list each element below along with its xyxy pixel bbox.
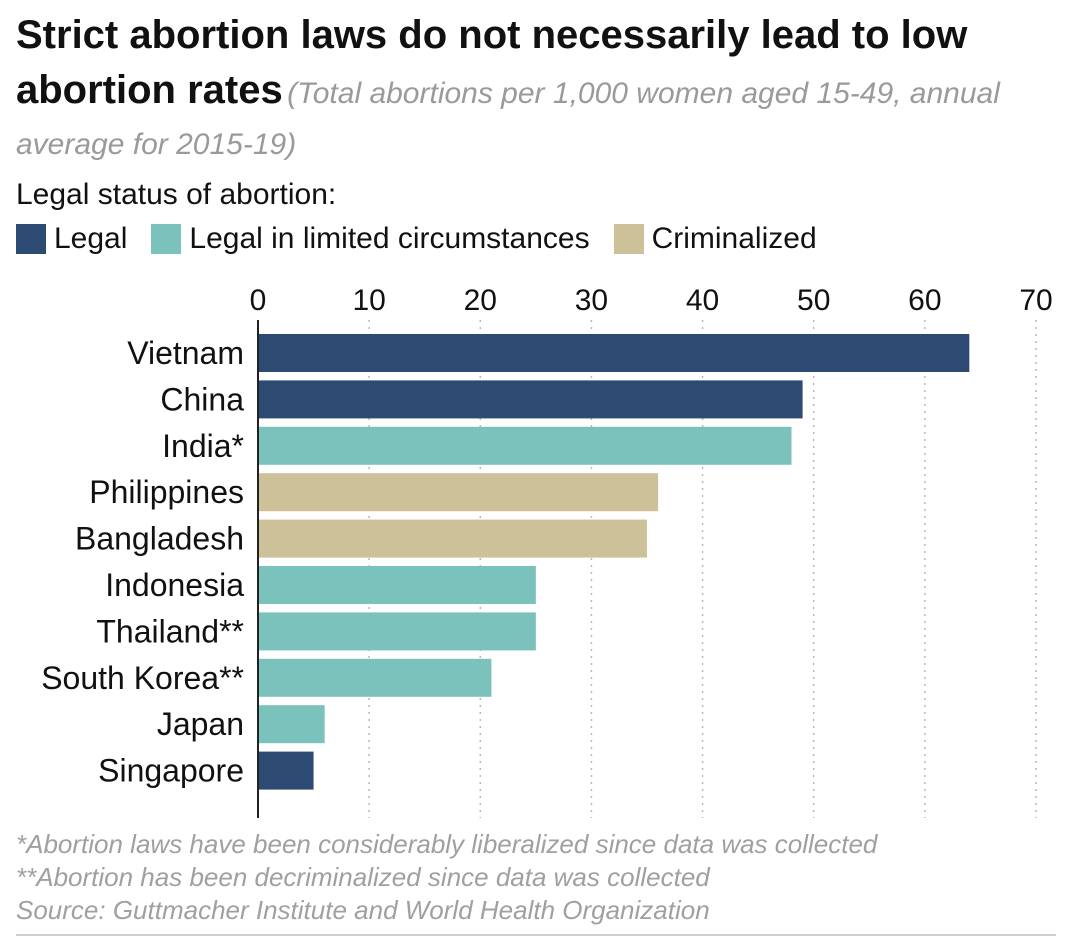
bar-thailand — [258, 612, 536, 651]
bar-chart: 0 10 20 30 40 50 60 70 Vietnam China India* Philipp… — [41, 284, 1053, 818]
legend-swatch-legal — [16, 224, 46, 254]
bar-bangladesh — [258, 519, 647, 558]
footnote-single-asterisk: *Abortion laws have been considerably li… — [16, 829, 878, 859]
chart-title: Strict abortion laws do not necessarily … — [16, 13, 968, 112]
bar-philippines — [258, 473, 659, 512]
bar-singapore — [258, 751, 314, 790]
legend-label-criminalized: Criminalized — [651, 222, 817, 255]
bottom-divider — [16, 934, 1056, 936]
chart-subtitle: (Total abortions per 1,000 women aged 15… — [16, 77, 1000, 161]
source-note: Source: Guttmacher Institute and World H… — [16, 895, 710, 925]
legend-label-legal: Legal — [54, 222, 128, 255]
bar-south-korea — [258, 658, 492, 697]
category-label-india: India* — [162, 428, 244, 464]
x-tick-label-40: 40 — [686, 284, 719, 317]
x-tick-label-50: 50 — [797, 284, 830, 317]
category-label-singapore: Singapore — [98, 753, 244, 789]
bar-japan — [258, 705, 325, 744]
category-label-china: China — [160, 381, 244, 417]
footnotes: *Abortion laws have been considerably li… — [16, 828, 1066, 927]
legend-label-limited: Legal in limited circumstances — [189, 222, 590, 255]
legend-item-legal: Legal — [16, 222, 127, 256]
x-tick-label-70: 70 — [1019, 284, 1052, 317]
category-label-vietnam: Vietnam — [127, 335, 244, 371]
legend-swatch-limited — [151, 224, 182, 254]
x-tick-label-0: 0 — [250, 284, 267, 317]
category-label-philippines: Philippines — [89, 474, 244, 510]
category-label-japan: Japan — [157, 706, 244, 742]
category-label-bangladesh: Bangladesh — [75, 521, 244, 557]
legend: Legal Legal in limited circumstances Cri… — [16, 222, 841, 256]
legend-item-criminalized: Criminalized — [613, 222, 817, 256]
legend-item-limited: Legal in limited circumstances — [151, 222, 590, 256]
x-tick-label-30: 30 — [575, 284, 608, 317]
bar-china — [258, 380, 803, 419]
legend-title: Legal status of abortion: — [16, 178, 337, 211]
legend-swatch-criminalized — [613, 224, 644, 254]
x-tick-label-20: 20 — [464, 284, 497, 317]
bar-india — [258, 426, 792, 465]
category-label-south-korea: South Korea** — [41, 660, 244, 696]
category-label-thailand: Thailand** — [96, 613, 244, 649]
footnote-double-asterisk: **Abortion has been decriminalized since… — [16, 862, 710, 892]
x-tick-label-10: 10 — [352, 284, 385, 317]
category-label-indonesia: Indonesia — [105, 567, 244, 603]
x-tick-label-60: 60 — [908, 284, 941, 317]
bar-vietnam — [258, 334, 970, 372]
chart-header: Strict abortion laws do not necessarily … — [16, 12, 1056, 173]
bar-indonesia — [258, 566, 536, 604]
